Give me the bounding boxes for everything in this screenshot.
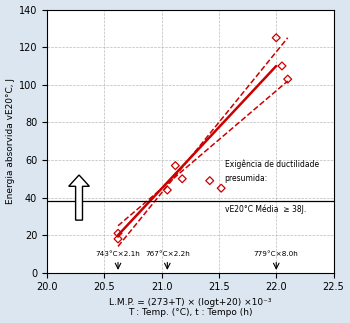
Point [285,77,290,82]
Text: 767°C×2.2h: 767°C×2.2h [145,251,190,257]
FancyArrow shape [69,175,89,220]
Point [173,163,178,168]
Point [207,178,212,183]
Text: 779°C×8.0h: 779°C×8.0h [254,251,299,257]
Text: 743°C×2.1h: 743°C×2.1h [96,251,140,257]
X-axis label: L.M.P. = (273+T) × (logt+20) ×10⁻³
T : Temp. (°C), t : Tempo (h): L.M.P. = (273+T) × (logt+20) ×10⁻³ T : T… [109,298,272,318]
Point [279,63,285,68]
Point [164,187,170,193]
Y-axis label: Energia absorvida vE20°C, J: Energia absorvida vE20°C, J [6,78,15,204]
Point [218,186,224,191]
Point [180,176,185,181]
Text: vE20°C Média  ≥ 38J.: vE20°C Média ≥ 38J. [225,205,306,214]
Point [115,231,121,236]
Text: presumida:: presumida: [225,173,268,182]
Text: Exigência de ductilidade: Exigência de ductilidade [225,160,319,169]
Point [115,236,121,242]
Point [273,35,279,40]
